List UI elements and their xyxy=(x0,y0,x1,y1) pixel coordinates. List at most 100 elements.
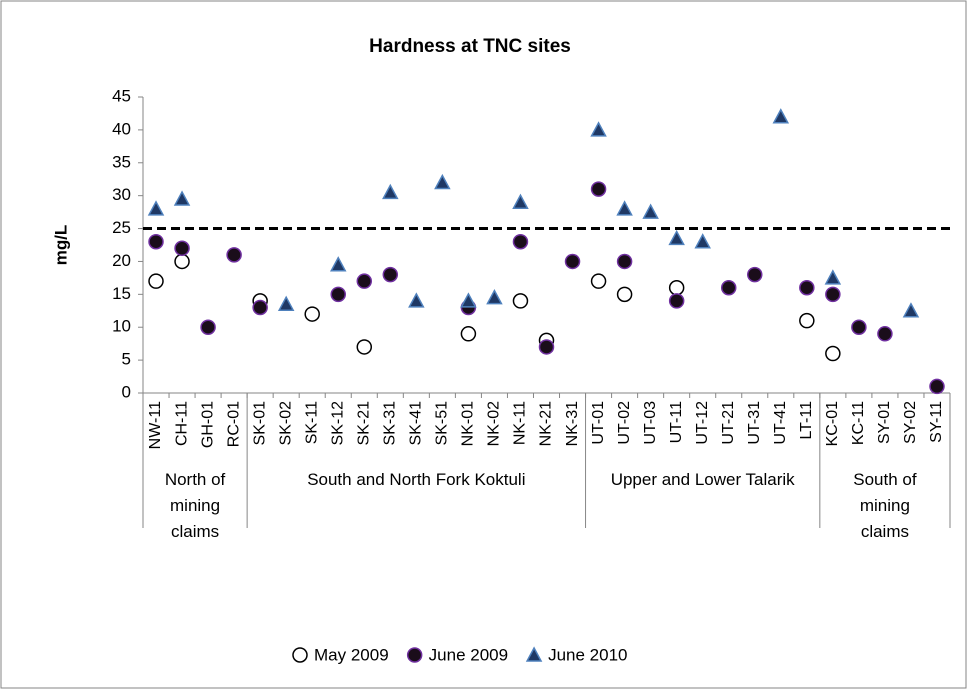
x-tick-label: SK-01 xyxy=(251,401,268,446)
circle-marker xyxy=(148,233,164,250)
circle-marker xyxy=(356,273,373,289)
circle-marker xyxy=(148,273,164,289)
x-tick-label: LT-11 xyxy=(798,401,815,440)
circle-marker xyxy=(747,266,763,283)
legend-item: June 2010 xyxy=(525,645,627,664)
x-tick-label: SK-21 xyxy=(355,401,372,446)
x-tick-label: SY-01 xyxy=(876,401,893,444)
legend-label: May 2009 xyxy=(314,645,389,664)
group-label: North of mining claims xyxy=(164,470,226,541)
triangle-marker xyxy=(382,183,399,200)
x-tick-label: UT-31 xyxy=(746,401,763,445)
circle-marker xyxy=(564,253,581,270)
x-tick-label: KC-11 xyxy=(850,401,867,445)
y-tick-label: 25 xyxy=(112,218,131,237)
circle-marker xyxy=(668,293,685,309)
circle-marker xyxy=(356,339,373,355)
x-tick-label: SK-12 xyxy=(329,401,346,446)
circle-marker xyxy=(590,181,607,197)
circle-marker xyxy=(851,319,867,335)
x-tick-label: SK-41 xyxy=(408,401,425,446)
circle-marker xyxy=(616,253,633,270)
triangle-marker xyxy=(486,289,503,305)
circle-marker xyxy=(929,378,945,395)
chart-title: Hardness at TNC sites xyxy=(369,36,571,57)
circle-marker xyxy=(252,299,268,316)
x-tick-label: NK-21 xyxy=(538,401,555,446)
circle-marker xyxy=(799,312,815,329)
x-tick-label: CH-11 xyxy=(173,401,190,446)
y-tick-label: 45 xyxy=(112,86,131,105)
circle-marker xyxy=(512,293,529,309)
y-tick-label: 20 xyxy=(112,251,131,270)
circle-marker xyxy=(292,647,308,663)
legend-label: June 2010 xyxy=(548,645,627,664)
triangle-marker xyxy=(460,292,477,308)
circle-marker xyxy=(406,647,423,663)
x-tick-label: SK-02 xyxy=(277,401,294,446)
x-tick-label: SY-11 xyxy=(928,401,945,443)
x-tick-label: SY-02 xyxy=(902,401,919,444)
x-tick-label: NK-01 xyxy=(460,401,477,446)
triangle-marker xyxy=(902,302,920,318)
circle-marker xyxy=(590,273,607,289)
y-tick-label: 10 xyxy=(112,317,131,336)
circle-marker xyxy=(799,280,815,296)
x-tick-label: NK-02 xyxy=(486,401,503,446)
x-tick-label: NK-31 xyxy=(564,401,581,446)
triangle-marker xyxy=(525,646,543,662)
triangle-marker xyxy=(512,193,529,209)
x-tick-label: UT-01 xyxy=(590,401,607,445)
triangle-marker xyxy=(668,229,685,246)
circle-marker xyxy=(330,286,346,303)
circle-marker xyxy=(174,253,190,270)
triangle-marker xyxy=(694,233,711,249)
x-tick-label: NK-11 xyxy=(512,401,529,445)
y-tick-label: 0 xyxy=(122,382,131,401)
triangle-marker xyxy=(590,121,607,137)
x-tick-label: UT-11 xyxy=(668,401,685,443)
legend-item: May 2009 xyxy=(292,645,389,664)
x-tick-label: RC-01 xyxy=(225,401,242,447)
triangle-marker xyxy=(173,190,191,206)
y-tick-label: 40 xyxy=(112,119,131,138)
y-tick-label: 15 xyxy=(112,284,131,303)
circle-marker xyxy=(304,306,320,322)
triangle-marker xyxy=(642,203,659,219)
circle-marker xyxy=(720,280,737,296)
x-tick-label: SK-51 xyxy=(434,401,451,446)
triangle-marker xyxy=(824,269,842,285)
x-tick-label: SK-31 xyxy=(382,401,399,446)
circle-marker xyxy=(226,247,242,263)
circle-marker xyxy=(668,280,685,296)
triangle-marker xyxy=(147,200,165,216)
circle-marker xyxy=(174,240,190,257)
x-tick-label: SK-11 xyxy=(303,401,320,444)
y-axis-label: mg/L xyxy=(51,225,70,266)
circle-marker xyxy=(382,266,399,283)
triangle-marker xyxy=(277,295,295,311)
x-tick-label: KC-01 xyxy=(824,401,841,446)
x-tick-label: UT-02 xyxy=(616,401,633,445)
x-tick-label: UT-12 xyxy=(694,401,711,445)
y-tick-label: 30 xyxy=(112,185,131,204)
triangle-marker xyxy=(434,173,451,190)
triangle-marker xyxy=(408,292,425,308)
x-tick-label: UT-03 xyxy=(642,401,659,445)
circle-marker xyxy=(538,339,555,355)
circle-marker xyxy=(200,319,216,335)
x-tick-label: NW-11 xyxy=(147,401,164,449)
x-tick-label: UT-21 xyxy=(720,401,737,445)
circle-marker xyxy=(825,345,841,362)
triangle-marker xyxy=(329,256,347,272)
y-tick-label: 35 xyxy=(112,152,131,171)
triangle-marker xyxy=(616,200,633,216)
group-label: South of mining claims xyxy=(853,470,917,541)
circle-marker xyxy=(460,326,477,342)
circle-marker xyxy=(512,233,529,250)
x-tick-label: GH-01 xyxy=(199,401,216,448)
circle-marker xyxy=(616,286,633,303)
